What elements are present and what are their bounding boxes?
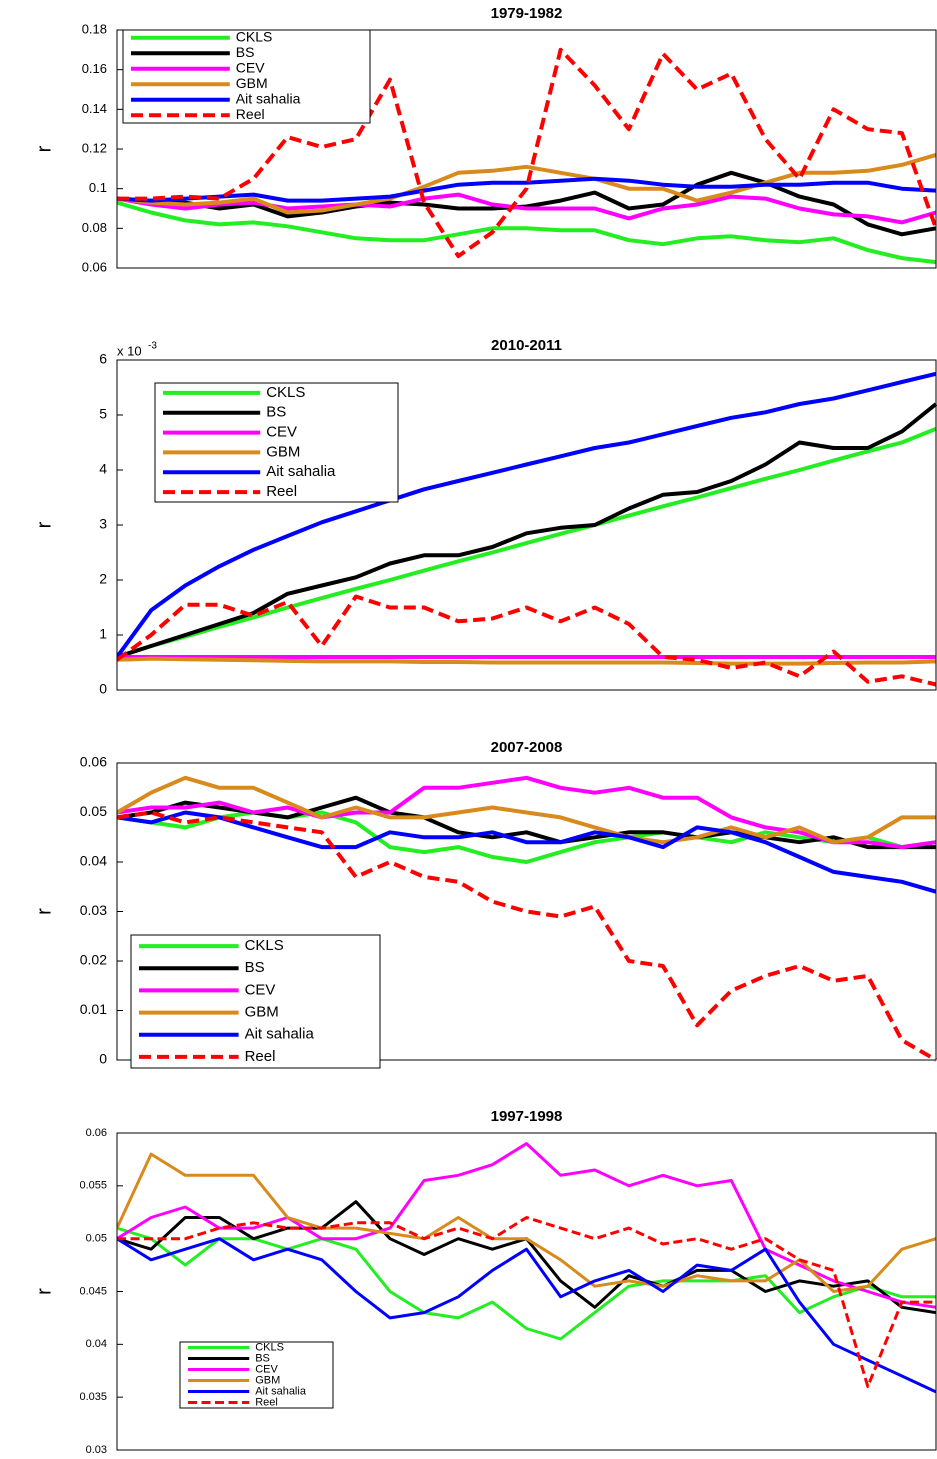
y-tick-label: 6 xyxy=(99,351,107,367)
legend-label: Ait sahalia xyxy=(236,90,301,106)
y-tick-label: 0.18 xyxy=(82,21,107,36)
y-tick-label: 0.05 xyxy=(80,803,107,819)
legend-label: Reel xyxy=(236,106,265,122)
legend-label: Reel xyxy=(245,1048,276,1065)
legend-label: Ait sahalia xyxy=(255,1385,307,1397)
legend-label: CKLS xyxy=(236,28,273,44)
series-line xyxy=(117,47,937,259)
series-line xyxy=(117,1142,937,1309)
y-tick-label: 0.035 xyxy=(79,1391,107,1403)
series-line xyxy=(117,656,937,666)
series-line xyxy=(117,810,937,894)
chart-title: 1979-1982 xyxy=(491,5,563,22)
y-axis-label: r xyxy=(33,1288,55,1295)
chart-title: 2007-2008 xyxy=(491,739,563,756)
legend-label: CKLS xyxy=(245,937,284,954)
y-tick-label: 0.04 xyxy=(80,853,107,869)
legend-label: BS xyxy=(266,404,286,421)
legend-box xyxy=(179,1341,334,1409)
legend-box xyxy=(154,382,399,503)
y-tick-label: 0.08 xyxy=(82,220,107,235)
y-tick-label: 0.05 xyxy=(86,1233,107,1245)
y-tick-label: 1 xyxy=(99,626,107,642)
y-tick-label: 0.02 xyxy=(80,952,107,968)
plot-lines xyxy=(117,1142,937,1394)
y-tick-label: 0.04 xyxy=(86,1338,107,1350)
plot-frame xyxy=(116,359,937,691)
chart-title: 1997-1998 xyxy=(491,1108,563,1125)
legend-box xyxy=(122,29,371,124)
legend-label: Reel xyxy=(266,483,297,500)
series-line xyxy=(117,176,937,203)
y-tick-label: 0.01 xyxy=(80,1001,107,1017)
legend-label: GBM xyxy=(255,1374,280,1386)
legend-label: BS xyxy=(255,1352,270,1364)
y-tick-label: 0.03 xyxy=(80,902,107,918)
legend-label: Reel xyxy=(255,1396,278,1408)
y-axis-label: r xyxy=(33,908,55,915)
series-line xyxy=(117,594,937,687)
plot-lines xyxy=(117,775,937,1062)
plot-lines xyxy=(117,371,937,687)
y-tick-label: 0.06 xyxy=(80,754,107,770)
series-line xyxy=(117,192,937,225)
y-tick-label: 0.14 xyxy=(82,101,107,116)
series-line xyxy=(117,200,937,265)
series-line xyxy=(117,1152,937,1293)
y-tick-label: 0.06 xyxy=(86,1127,107,1139)
series-line xyxy=(117,775,936,845)
legend-label: BS xyxy=(236,44,255,60)
legend-label: CKLS xyxy=(266,384,305,401)
y-axis-label: r xyxy=(33,145,55,152)
series-line xyxy=(117,1216,936,1389)
y-axis-label: r xyxy=(33,521,55,528)
series-line xyxy=(117,152,937,215)
series-line xyxy=(117,426,937,659)
plot-frame xyxy=(116,29,937,269)
legend-label: CKLS xyxy=(255,1341,284,1353)
y-tick-label: 0.045 xyxy=(79,1285,107,1297)
series-line xyxy=(117,1237,937,1394)
series-line xyxy=(117,371,937,659)
series-line xyxy=(117,402,937,659)
legend-label: CEV xyxy=(236,59,265,75)
legend-label: CEV xyxy=(266,424,297,441)
legend-label: GBM xyxy=(245,1004,279,1021)
legend-box xyxy=(130,934,381,1069)
y-tick-label: 5 xyxy=(99,406,107,422)
legend-label: GBM xyxy=(236,75,268,91)
y-tick-label: 2 xyxy=(99,571,107,587)
y-tick-label: 0.1 xyxy=(89,180,107,195)
y-tick-label: 0 xyxy=(99,1051,107,1067)
plot-frame xyxy=(116,1132,937,1451)
legend-label: GBM xyxy=(266,443,300,460)
plot-frame xyxy=(116,762,937,1061)
y-tick-label: 0.16 xyxy=(82,61,107,76)
y-tick-label: 4 xyxy=(99,461,107,477)
plot-lines xyxy=(117,47,937,265)
legend-label: Ait sahalia xyxy=(266,463,336,480)
y-tick-label: 0.055 xyxy=(79,1180,107,1192)
legend-label: BS xyxy=(245,959,265,976)
y-scale-label: x 10 xyxy=(117,343,142,358)
legend-label: CEV xyxy=(255,1363,278,1375)
series-line xyxy=(117,775,937,850)
legend-label: CEV xyxy=(245,981,276,998)
y-tick-label: 0 xyxy=(99,681,107,697)
y-tick-label: 0.06 xyxy=(82,259,107,274)
y-tick-label: 0.03 xyxy=(86,1444,107,1456)
y-tick-label: 0.12 xyxy=(82,140,107,155)
y-scale-exponent: -3 xyxy=(148,341,157,352)
chart-title: 2010-2011 xyxy=(491,337,562,354)
y-tick-label: 3 xyxy=(99,516,107,532)
legend-label: Ait sahalia xyxy=(245,1026,315,1043)
